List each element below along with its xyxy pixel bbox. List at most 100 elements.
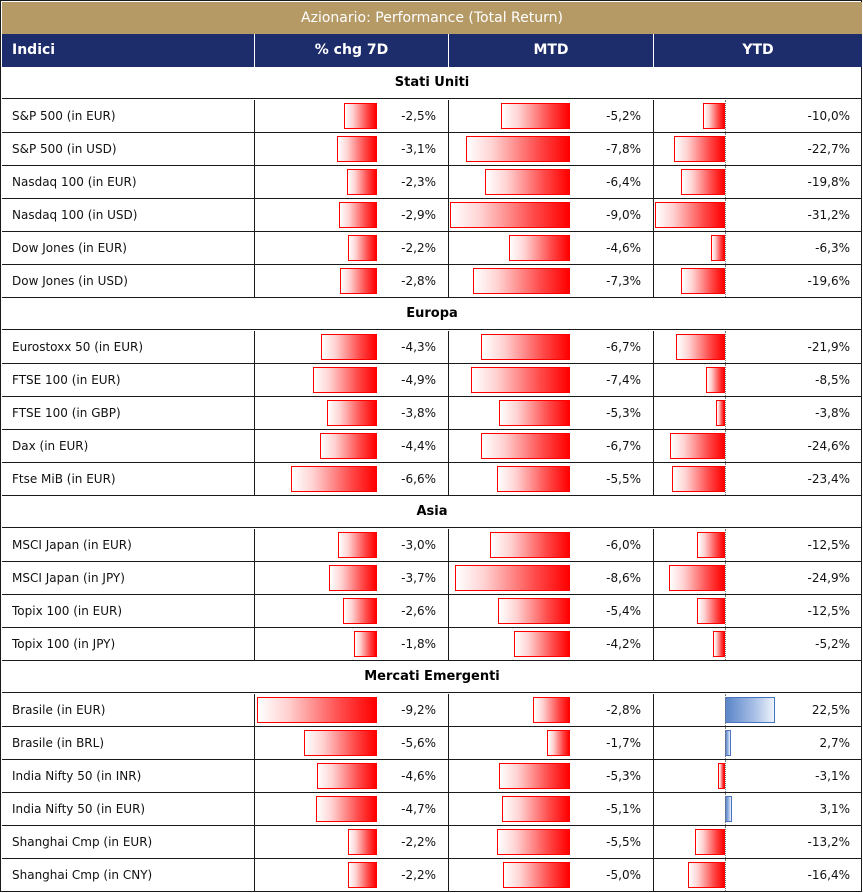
- mtd-cell: -5,5%: [448, 463, 653, 495]
- chg7d-value: -3,7%: [401, 571, 436, 585]
- ytd-value: -24,9%: [807, 571, 850, 585]
- zero-axis-line: [725, 430, 726, 462]
- ytd-cell: 22,5%: [653, 694, 862, 726]
- mtd-bar: [509, 235, 570, 261]
- chg7d-value: -4,6%: [401, 769, 436, 783]
- chg7d-bar: [339, 202, 377, 228]
- mtd-value: -5,5%: [606, 835, 641, 849]
- mtd-bar: [502, 796, 570, 822]
- table-row: Ftse MiB (in EUR) -6,6% -5,5% -23,4%: [2, 463, 862, 496]
- mtd-value: -2,8%: [606, 703, 641, 717]
- mtd-bar: [499, 400, 570, 426]
- chg7d-value: -3,8%: [401, 406, 436, 420]
- mtd-bar: [497, 466, 570, 492]
- mtd-value: -4,2%: [606, 637, 641, 651]
- chg7d-cell: -4,6%: [254, 760, 448, 792]
- ytd-value: 22,5%: [811, 703, 850, 717]
- chg7d-value: -4,4%: [401, 439, 436, 453]
- ytd-bar: [674, 136, 725, 162]
- ytd-cell: -19,8%: [653, 166, 862, 198]
- section-header: Mercati Emergenti: [2, 661, 862, 693]
- ytd-value: -6,3%: [815, 241, 850, 255]
- chg7d-cell: -2,3%: [254, 166, 448, 198]
- index-name: Eurostoxx 50 (in EUR): [12, 340, 144, 354]
- chg7d-cell: -2,2%: [254, 826, 448, 858]
- header-mtd: MTD: [448, 34, 653, 67]
- mtd-bar: [547, 730, 570, 756]
- table-row: Topix 100 (in JPY) -1,8% -4,2% -5,2%: [2, 628, 862, 661]
- ytd-cell: 2,7%: [653, 727, 862, 759]
- ytd-bar: [670, 433, 725, 459]
- ytd-bar: [713, 631, 725, 657]
- ytd-value: -21,9%: [807, 340, 850, 354]
- mtd-bar: [473, 268, 570, 294]
- mtd-bar: [499, 763, 570, 789]
- ytd-cell: -23,4%: [653, 463, 862, 495]
- zero-axis-line: [725, 199, 726, 231]
- ytd-bar: [725, 796, 732, 822]
- mtd-cell: -5,0%: [448, 859, 653, 891]
- mtd-cell: -7,4%: [448, 364, 653, 396]
- index-name: Dow Jones (in USD): [12, 274, 128, 288]
- zero-axis-line: [725, 562, 726, 594]
- table-row: Dax (in EUR) -4,4% -6,7% -24,6%: [2, 430, 862, 463]
- table-row: S&P 500 (in EUR) -2,5% -5,2% -10,0%: [2, 100, 862, 133]
- mtd-bar: [485, 169, 570, 195]
- ytd-value: -10,0%: [807, 109, 850, 123]
- ytd-cell: -3,8%: [653, 397, 862, 429]
- mtd-value: -5,4%: [606, 604, 641, 618]
- mtd-bar: [481, 334, 570, 360]
- mtd-cell: -7,3%: [448, 265, 653, 297]
- ytd-cell: -5,2%: [653, 628, 862, 660]
- index-name: FTSE 100 (in GBP): [12, 406, 121, 420]
- chg7d-value: -2,2%: [401, 835, 436, 849]
- mtd-value: -1,7%: [606, 736, 641, 750]
- ytd-cell: -22,7%: [653, 133, 862, 165]
- mtd-cell: -5,3%: [448, 397, 653, 429]
- index-name: India Nifty 50 (in EUR): [12, 802, 146, 816]
- ytd-value: -12,5%: [807, 538, 850, 552]
- chg7d-bar: [343, 598, 377, 624]
- ytd-cell: -10,0%: [653, 100, 862, 132]
- table-row: Eurostoxx 50 (in EUR) -4,3% -6,7% -21,9%: [2, 331, 862, 364]
- table-row: Nasdaq 100 (in EUR) -2,3% -6,4% -19,8%: [2, 166, 862, 199]
- chg7d-bar: [304, 730, 377, 756]
- ytd-cell: -8,5%: [653, 364, 862, 396]
- mtd-bar: [533, 697, 570, 723]
- chg7d-bar: [337, 136, 377, 162]
- ytd-bar: [669, 565, 725, 591]
- mtd-cell: -1,7%: [448, 727, 653, 759]
- ytd-bar: [703, 103, 725, 129]
- chg7d-bar: [338, 532, 377, 558]
- header-ytd: YTD: [653, 34, 862, 67]
- chg7d-value: -2,3%: [401, 175, 436, 189]
- chg7d-cell: -4,4%: [254, 430, 448, 462]
- chg7d-cell: -2,8%: [254, 265, 448, 297]
- chg7d-bar: [321, 334, 377, 360]
- zero-axis-line: [725, 364, 726, 396]
- table-header: Indici % chg 7D MTD YTD: [2, 34, 862, 67]
- chg7d-bar: [347, 169, 377, 195]
- chg7d-bar: [344, 103, 377, 129]
- mtd-cell: -5,2%: [448, 100, 653, 132]
- chg7d-cell: -2,9%: [254, 199, 448, 231]
- ytd-bar: [676, 334, 725, 360]
- mtd-cell: -5,4%: [448, 595, 653, 627]
- ytd-cell: -21,9%: [653, 331, 862, 363]
- index-name: Brasile (in EUR): [12, 703, 106, 717]
- index-name: Brasile (in BRL): [12, 736, 105, 750]
- mtd-value: -8,6%: [606, 571, 641, 585]
- chg7d-cell: -9,2%: [254, 694, 448, 726]
- chg7d-value: -4,7%: [401, 802, 436, 816]
- chg7d-bar: [348, 829, 377, 855]
- chg7d-cell: -3,8%: [254, 397, 448, 429]
- mtd-value: -5,1%: [606, 802, 641, 816]
- ytd-bar: [697, 598, 725, 624]
- chg7d-cell: -3,7%: [254, 562, 448, 594]
- mtd-bar: [503, 862, 570, 888]
- mtd-cell: -6,0%: [448, 529, 653, 561]
- chg7d-value: -5,6%: [401, 736, 436, 750]
- mtd-bar: [498, 598, 570, 624]
- mtd-bar: [466, 136, 570, 162]
- ytd-bar: [718, 763, 725, 789]
